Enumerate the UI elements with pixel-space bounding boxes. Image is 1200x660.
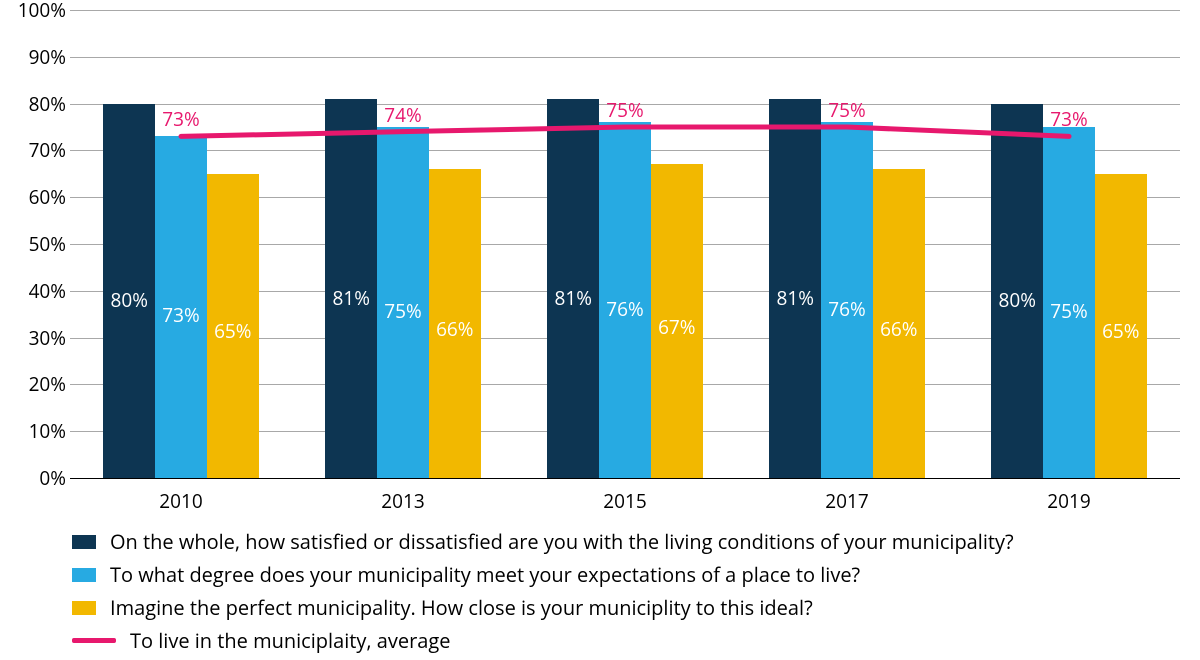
legend-item: To what degree does your municipality me… — [72, 561, 1014, 588]
bar-expectations: 73% — [155, 136, 207, 478]
bar-expectations: 75% — [377, 127, 429, 478]
bar-label: 65% — [1095, 318, 1147, 344]
y-axis: 0%10%20%30%40%50%60%70%80%90%100% — [0, 10, 70, 478]
legend-swatch — [72, 601, 96, 615]
y-tick-label: 80% — [29, 91, 70, 117]
bar-satisfied: 81% — [769, 99, 821, 478]
bar-satisfied: 80% — [991, 104, 1043, 478]
x-tick-label: 2010 — [159, 488, 202, 514]
bar-label: 81% — [325, 285, 377, 311]
legend: On the whole, how satisfied or dissatisf… — [72, 522, 1014, 660]
y-tick-label: 10% — [29, 418, 70, 444]
bar-expectations: 75% — [1043, 127, 1095, 478]
y-tick-label: 100% — [18, 0, 70, 23]
chart: 80%73%65%81%75%66%81%76%67%81%76%66%80%7… — [0, 0, 1200, 650]
bar-label: 81% — [547, 285, 599, 311]
bar-expectations: 76% — [821, 122, 873, 478]
bar-label: 81% — [769, 285, 821, 311]
line-point-label: 75% — [606, 97, 643, 123]
bar-label: 80% — [103, 287, 155, 313]
x-tick-label: 2017 — [825, 488, 868, 514]
bar-label: 67% — [651, 314, 703, 340]
bars-layer: 80%73%65%81%75%66%81%76%67%81%76%66%80%7… — [70, 10, 1180, 478]
bar-label: 66% — [429, 316, 481, 342]
plot-area: 80%73%65%81%75%66%81%76%67%81%76%66%80%7… — [70, 10, 1180, 478]
legend-text: On the whole, how satisfied or dissatisf… — [110, 528, 1014, 555]
bar-group: 80%75%65% — [958, 10, 1180, 478]
bar-ideal: 65% — [1095, 174, 1147, 478]
y-tick-label: 30% — [29, 325, 70, 351]
x-tick-label: 2015 — [603, 488, 646, 514]
y-tick-label: 20% — [29, 371, 70, 397]
bar-label: 66% — [873, 316, 925, 342]
y-tick-label: 50% — [29, 231, 70, 257]
legend-item: On the whole, how satisfied or dissatisf… — [72, 528, 1014, 555]
bar-satisfied: 81% — [547, 99, 599, 478]
y-tick-label: 70% — [29, 137, 70, 163]
bar-ideal: 66% — [873, 169, 925, 478]
bar-group: 81%76%66% — [736, 10, 958, 478]
legend-swatch — [72, 535, 96, 549]
bar-satisfied: 81% — [325, 99, 377, 478]
bar-expectations: 76% — [599, 122, 651, 478]
line-point-label: 73% — [162, 106, 199, 132]
legend-swatch — [72, 568, 96, 582]
bar-label: 75% — [1043, 298, 1095, 324]
bar-label: 73% — [155, 302, 207, 328]
line-point-label: 75% — [828, 97, 865, 123]
bar-label: 80% — [991, 287, 1043, 313]
legend-line-swatch — [72, 638, 116, 643]
legend-text: Imagine the perfect municipality. How cl… — [110, 594, 813, 621]
bar-group: 81%75%66% — [292, 10, 514, 478]
bar-label: 65% — [207, 318, 259, 344]
bar-ideal: 66% — [429, 169, 481, 478]
line-point-label: 73% — [1050, 106, 1087, 132]
bar-ideal: 65% — [207, 174, 259, 478]
y-tick-label: 90% — [29, 44, 70, 70]
y-tick-label: 0% — [39, 465, 70, 491]
x-axis-line — [70, 478, 1180, 479]
bar-satisfied: 80% — [103, 104, 155, 478]
bar-group: 81%76%67% — [514, 10, 736, 478]
bar-ideal: 67% — [651, 164, 703, 478]
bar-group: 80%73%65% — [70, 10, 292, 478]
line-point-label: 74% — [384, 102, 421, 128]
bar-label: 76% — [821, 296, 873, 322]
legend-item: Imagine the perfect municipality. How cl… — [72, 594, 1014, 621]
x-tick-label: 2013 — [381, 488, 424, 514]
legend-text: To what degree does your municipality me… — [110, 561, 860, 588]
bar-label: 75% — [377, 298, 429, 324]
bar-label: 76% — [599, 296, 651, 322]
x-tick-label: 2019 — [1047, 488, 1090, 514]
y-tick-label: 60% — [29, 184, 70, 210]
y-tick-label: 40% — [29, 278, 70, 304]
